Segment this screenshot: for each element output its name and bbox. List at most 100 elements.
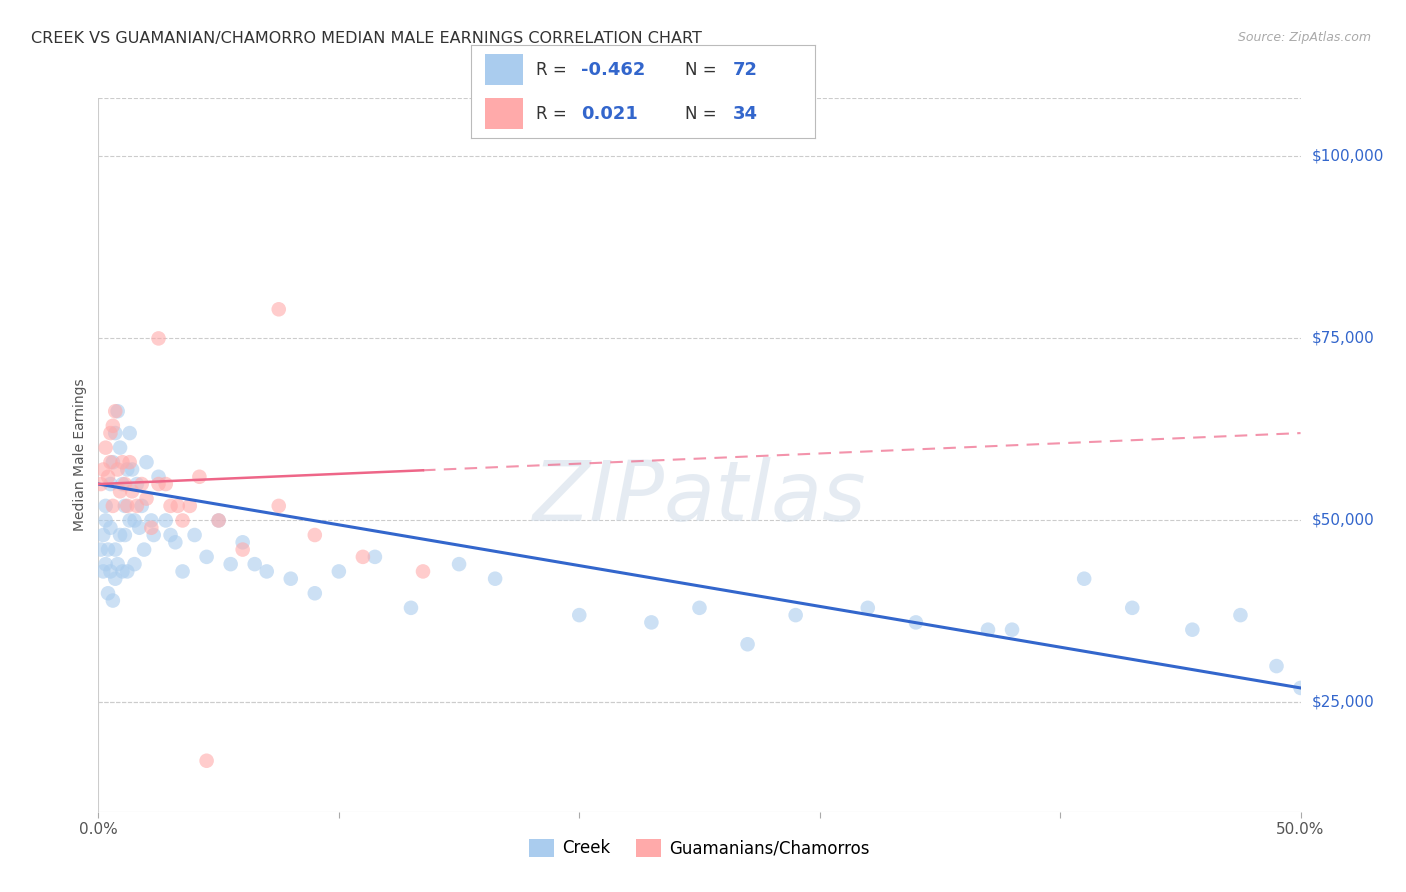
Point: [111, 565, 134, 579]
Point: [117, 462, 139, 476]
Point: [121, 462, 143, 476]
Point: [256, 565, 278, 579]
Point: [399, 600, 422, 615]
Point: [165, 535, 187, 549]
Text: -0.462: -0.462: [581, 61, 645, 78]
Point: [155, 477, 177, 491]
Point: [114, 477, 136, 491]
Point: [118, 455, 141, 469]
Point: [100, 455, 122, 469]
Point: [94, 441, 117, 455]
Point: [1001, 623, 1024, 637]
Point: [132, 542, 155, 557]
Point: [141, 513, 163, 527]
Point: [101, 593, 124, 607]
Point: [1289, 681, 1312, 695]
Point: [208, 513, 231, 527]
Point: [114, 528, 136, 542]
Point: [131, 477, 153, 491]
Point: [267, 499, 290, 513]
Point: [104, 542, 127, 557]
Text: $50,000: $50,000: [1312, 513, 1375, 528]
Point: [568, 608, 591, 623]
Text: Source: ZipAtlas.com: Source: ZipAtlas.com: [1237, 31, 1371, 45]
Point: [118, 426, 141, 441]
Text: $100,000: $100,000: [1312, 149, 1384, 164]
Point: [117, 499, 139, 513]
Point: [179, 499, 201, 513]
Text: $75,000: $75,000: [1312, 331, 1375, 346]
Point: [101, 418, 124, 433]
Point: [1181, 623, 1204, 637]
Point: [97, 469, 120, 483]
Text: R =: R =: [537, 105, 572, 123]
Point: [688, 600, 710, 615]
Point: [91, 565, 114, 579]
Point: [107, 404, 129, 418]
Point: [141, 521, 163, 535]
Point: [447, 557, 470, 571]
Point: [208, 513, 231, 527]
Point: [100, 521, 122, 535]
Point: [104, 572, 127, 586]
Text: 0.021: 0.021: [581, 105, 638, 123]
Point: [108, 528, 131, 542]
Point: [640, 615, 662, 630]
Point: [104, 404, 127, 418]
Point: [114, 499, 136, 513]
Point: [148, 477, 170, 491]
Bar: [485, 54, 523, 85]
Point: [183, 528, 205, 542]
Point: [90, 542, 112, 557]
Point: [94, 499, 117, 513]
Text: N =: N =: [685, 61, 721, 78]
Text: N =: N =: [685, 105, 721, 123]
Point: [159, 528, 181, 542]
Point: [100, 477, 122, 491]
Point: [107, 462, 129, 476]
Point: [166, 499, 188, 513]
Point: [128, 521, 150, 535]
Point: [1121, 600, 1143, 615]
Point: [159, 499, 181, 513]
Point: [280, 572, 302, 586]
Point: [785, 608, 807, 623]
Point: [267, 302, 290, 317]
Point: [328, 565, 350, 579]
Point: [304, 528, 326, 542]
Point: [219, 557, 242, 571]
Point: [904, 615, 927, 630]
Text: 72: 72: [733, 61, 758, 78]
Point: [148, 331, 170, 345]
Point: [97, 542, 120, 557]
Point: [101, 499, 124, 513]
Text: ZIPatlas: ZIPatlas: [533, 458, 866, 538]
Point: [352, 549, 374, 564]
Point: [155, 513, 177, 527]
Point: [108, 484, 131, 499]
Point: [104, 426, 127, 441]
Point: [412, 565, 434, 579]
Point: [195, 549, 218, 564]
Point: [125, 499, 148, 513]
Point: [124, 513, 146, 527]
Point: [118, 513, 141, 527]
Point: [101, 455, 124, 469]
Point: [304, 586, 326, 600]
Point: [125, 477, 148, 491]
Point: [97, 586, 120, 600]
Point: [148, 469, 170, 483]
Point: [856, 600, 879, 615]
Point: [108, 441, 131, 455]
Point: [232, 535, 254, 549]
Point: [135, 455, 157, 469]
Y-axis label: Median Male Earnings: Median Male Earnings: [73, 378, 87, 532]
Point: [100, 426, 122, 441]
Point: [100, 565, 122, 579]
Point: [1229, 608, 1251, 623]
Point: [172, 565, 194, 579]
Text: R =: R =: [537, 61, 572, 78]
Point: [232, 542, 254, 557]
Legend: Creek, Guamanians/Chamorros: Creek, Guamanians/Chamorros: [523, 832, 876, 864]
Text: 34: 34: [733, 105, 758, 123]
